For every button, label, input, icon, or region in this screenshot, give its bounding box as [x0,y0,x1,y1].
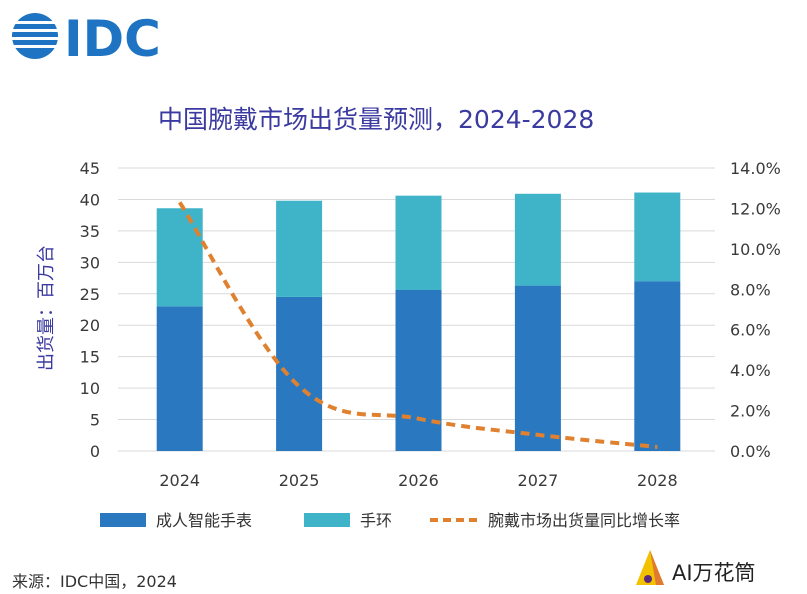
x-tick-label: 2027 [518,471,559,490]
x-tick-label: 2024 [159,471,200,490]
y-axis-right-ticks: 0.0% 2.0% 4.0% 6.0% 8.0% 10.0% 12.0% 14.0% [730,159,781,461]
watermark: AI万花筒 [636,550,756,585]
y-tick-label: 40 [80,190,100,209]
watermark-text: AI万花筒 [672,561,756,585]
legend-swatch-band [304,513,350,527]
growth-line-path [178,201,658,449]
legend-swatch-smartwatch [100,513,146,527]
legend-label-smartwatch: 成人智能手表 [156,511,252,530]
legend-item-band: 手环 [304,511,392,530]
x-axis-ticks: 2024 2025 2026 2027 2028 [159,471,677,490]
x-tick-label: 2026 [398,471,439,490]
bar-smartwatch [156,306,203,451]
y2-tick-label: 12.0% [730,199,781,218]
legend-item-growth: 腕戴市场出货量同比增长率 [430,511,680,530]
y2-tick-label: 10.0% [730,240,781,259]
bar-band [395,195,442,291]
legend-label-band: 手环 [360,511,392,530]
y2-tick-label: 6.0% [730,321,771,340]
y2-tick-label: 4.0% [730,361,771,380]
y-tick-label: 20 [80,316,100,335]
bar-smartwatch [514,285,561,451]
y-tick-label: 35 [80,222,100,241]
y-axis-left-ticks: 0 5 10 15 20 25 30 35 40 45 [80,159,100,461]
y-tick-label: 25 [80,285,100,304]
legend: 成人智能手表 手环 腕戴市场出货量同比增长率 [100,511,680,530]
legend-item-smartwatch: 成人智能手表 [100,511,252,530]
bar-band [634,192,681,282]
y2-tick-label: 2.0% [730,402,771,421]
y-tick-label: 30 [80,253,100,272]
growth-line [178,201,658,449]
bar-band [156,208,203,307]
y-tick-label: 10 [80,379,100,398]
source-note: 来源：IDC中国，2024 [12,572,177,591]
bar-smartwatch [395,290,442,451]
y-tick-label: 45 [80,159,100,178]
bar-smartwatch [276,296,323,451]
y-tick-label: 0 [90,442,100,461]
bars [156,192,681,451]
logo-text: IDC [64,10,161,68]
watermark-logo-icon [636,550,664,585]
idc-logo: IDC [10,10,161,68]
bar-band [276,200,323,297]
x-tick-label: 2025 [279,471,320,490]
y2-tick-label: 8.0% [730,280,771,299]
y-tick-label: 5 [90,411,100,430]
y-tick-label: 15 [80,348,100,367]
bar-smartwatch [634,281,681,451]
y-axis-label: 出货量：百万台 [36,245,57,371]
globe-icon [10,13,60,59]
y2-tick-label: 0.0% [730,442,771,461]
x-tick-label: 2028 [637,471,678,490]
chart-title: 中国腕戴市场出货量预测，2024-2028 [158,105,594,134]
bar-band [514,193,561,286]
y2-tick-label: 14.0% [730,159,781,178]
legend-label-growth: 腕戴市场出货量同比增长率 [488,511,680,530]
